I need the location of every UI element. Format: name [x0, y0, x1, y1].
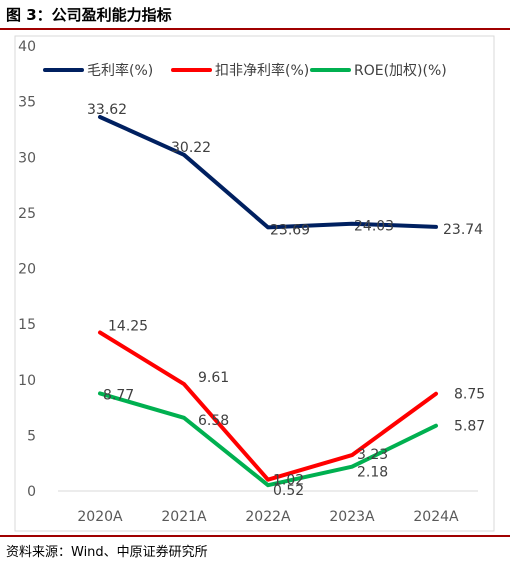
data-label: 24.03	[354, 219, 394, 235]
y-tick-label: 10	[18, 373, 36, 389]
data-label: 5.87	[454, 419, 485, 435]
data-label: 14.25	[108, 318, 148, 334]
data-label: 6.58	[198, 413, 229, 429]
data-label: 1.02	[273, 473, 304, 489]
legend-label: ROE(加权)(%)	[354, 63, 447, 79]
y-tick-label: 40	[18, 39, 36, 55]
legend-label: 扣非净利率(%)	[215, 62, 309, 79]
x-tick-label: 2022A	[245, 509, 291, 525]
data-label: 2.18	[357, 465, 388, 481]
x-tick-label: 2021A	[161, 509, 207, 525]
data-label: 8.77	[103, 387, 134, 403]
data-label: 30.22	[171, 140, 211, 156]
data-label: 0.52	[273, 483, 304, 499]
y-tick-label: 5	[27, 428, 36, 444]
x-tick-label: 2020A	[77, 509, 123, 525]
y-tick-label: 0	[27, 484, 36, 500]
figure-title: 图 3：公司盈利能力指标	[6, 6, 172, 24]
data-label: 9.61	[198, 370, 229, 386]
series-line-2	[98, 391, 438, 488]
x-tick-label: 2023A	[329, 509, 375, 525]
y-tick-label: 25	[18, 206, 36, 222]
data-label: 3.23	[357, 447, 388, 463]
data-label: 8.75	[454, 387, 485, 403]
x-tick-label: 2024A	[413, 509, 459, 525]
y-tick-label: 20	[18, 262, 36, 278]
series-line-1	[98, 330, 438, 482]
source-note: 资料来源：Wind、中原证券研究所	[6, 545, 208, 560]
y-tick-label: 30	[18, 150, 36, 166]
source-rule	[0, 535, 510, 537]
plot-frame	[14, 35, 495, 532]
line-chart: 0 5 10 15 20 25 30 35 40 2020A 2021A 2022A 2023A 202…	[14, 35, 495, 532]
title-rule	[0, 28, 510, 30]
y-tick-label: 15	[18, 317, 36, 333]
legend-label: 毛利率(%)	[87, 62, 153, 79]
y-tick-label: 35	[18, 95, 36, 111]
data-label: 23.74	[443, 222, 483, 238]
data-label: 33.62	[87, 102, 127, 118]
series-line-0	[98, 115, 438, 230]
data-label: 23.69	[270, 222, 310, 238]
